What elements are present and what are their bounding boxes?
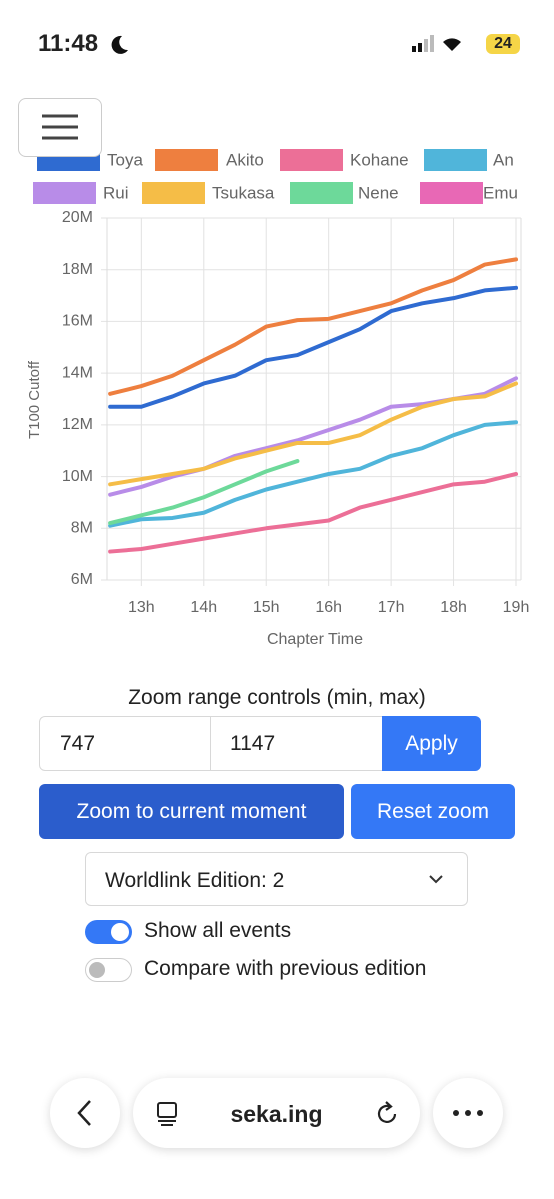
legend-label: Akito bbox=[226, 150, 264, 169]
hamburger-icon bbox=[42, 114, 78, 140]
y-tick-label: 18M bbox=[62, 261, 93, 278]
x-tick-label: 13h bbox=[128, 599, 155, 616]
show-all-label: Show all events bbox=[144, 919, 292, 942]
compare-toggle[interactable] bbox=[85, 958, 132, 982]
status-time: 11:48 bbox=[38, 30, 99, 57]
x-tick-label: 15h bbox=[253, 599, 280, 616]
x-tick-label: 17h bbox=[378, 599, 405, 616]
chevron-icon bbox=[429, 875, 443, 884]
back-icon bbox=[77, 1100, 91, 1126]
compare-label: Compare with previous edition bbox=[144, 957, 427, 980]
legend-label: Toya bbox=[107, 150, 143, 169]
legend-swatch bbox=[155, 149, 218, 171]
series-line bbox=[108, 257, 519, 396]
show-all-toggle[interactable] bbox=[85, 920, 132, 944]
legend-swatch bbox=[420, 182, 483, 204]
y-tick-label: 16M bbox=[62, 313, 93, 330]
y-tick-label: 14M bbox=[62, 364, 93, 381]
url-text: seka.ing bbox=[230, 1101, 323, 1127]
legend-swatch bbox=[33, 182, 96, 204]
zoom-min-input[interactable]: 747 bbox=[39, 716, 211, 771]
x-axis-label: Chapter Time bbox=[267, 631, 363, 648]
zoom-current-button[interactable]: Zoom to current moment bbox=[39, 784, 344, 839]
apply-button[interactable]: Apply bbox=[382, 716, 481, 771]
moon-icon bbox=[111, 35, 128, 54]
x-tick-label: 19h bbox=[503, 599, 530, 616]
edition-select-text: Worldlink Edition: 2 bbox=[105, 869, 285, 892]
legend-label: Tsukasa bbox=[212, 183, 275, 202]
zoom-max-input[interactable]: 1147 bbox=[210, 716, 383, 771]
tabs-icon bbox=[157, 1102, 177, 1126]
reload-icon bbox=[377, 1101, 397, 1123]
legend-swatch bbox=[280, 149, 343, 171]
x-tick-label: 16h bbox=[315, 599, 342, 616]
zoom-label: Zoom range controls (min, max) bbox=[128, 686, 426, 709]
chart: T100 Cutoff Chapter Time 6M 8M 10M 12M 14M 16… bbox=[26, 149, 530, 648]
y-tick-label: 10M bbox=[62, 468, 93, 485]
toggle-knob bbox=[111, 923, 129, 941]
toggle-knob bbox=[89, 962, 105, 978]
battery: 24 bbox=[486, 34, 520, 54]
y-axis-label: T100 Cutoff bbox=[26, 360, 43, 439]
x-tick-label: 14h bbox=[190, 599, 217, 616]
y-tick-label: 8M bbox=[71, 520, 93, 537]
series-line bbox=[108, 285, 519, 409]
url-bar[interactable]: seka.ing bbox=[133, 1078, 420, 1148]
legend-label: Emu bbox=[483, 183, 518, 202]
legend-swatch bbox=[424, 149, 487, 171]
back-button[interactable] bbox=[50, 1078, 120, 1148]
legend-label: Nene bbox=[358, 183, 399, 202]
signal-wifi-icons bbox=[412, 35, 461, 52]
y-tick-label: 12M bbox=[62, 416, 93, 433]
legend-swatch bbox=[290, 182, 353, 204]
more-icon bbox=[453, 1110, 483, 1116]
legend-label: An bbox=[493, 150, 514, 169]
y-tick-label: 20M bbox=[62, 209, 93, 226]
legend-label: Kohane bbox=[350, 150, 409, 169]
series-line bbox=[108, 471, 519, 554]
series-line bbox=[108, 459, 300, 526]
legend-label: Rui bbox=[103, 183, 129, 202]
menu-button[interactable] bbox=[18, 98, 102, 157]
x-tick-label: 18h bbox=[440, 599, 467, 616]
more-button[interactable] bbox=[433, 1078, 503, 1148]
reset-zoom-button[interactable]: Reset zoom bbox=[351, 784, 515, 839]
series-line bbox=[108, 420, 519, 528]
legend-swatch bbox=[142, 182, 205, 204]
edition-select[interactable]: Worldlink Edition: 2 bbox=[85, 852, 468, 906]
series-line bbox=[108, 381, 519, 487]
y-tick-label: 6M bbox=[71, 571, 93, 588]
